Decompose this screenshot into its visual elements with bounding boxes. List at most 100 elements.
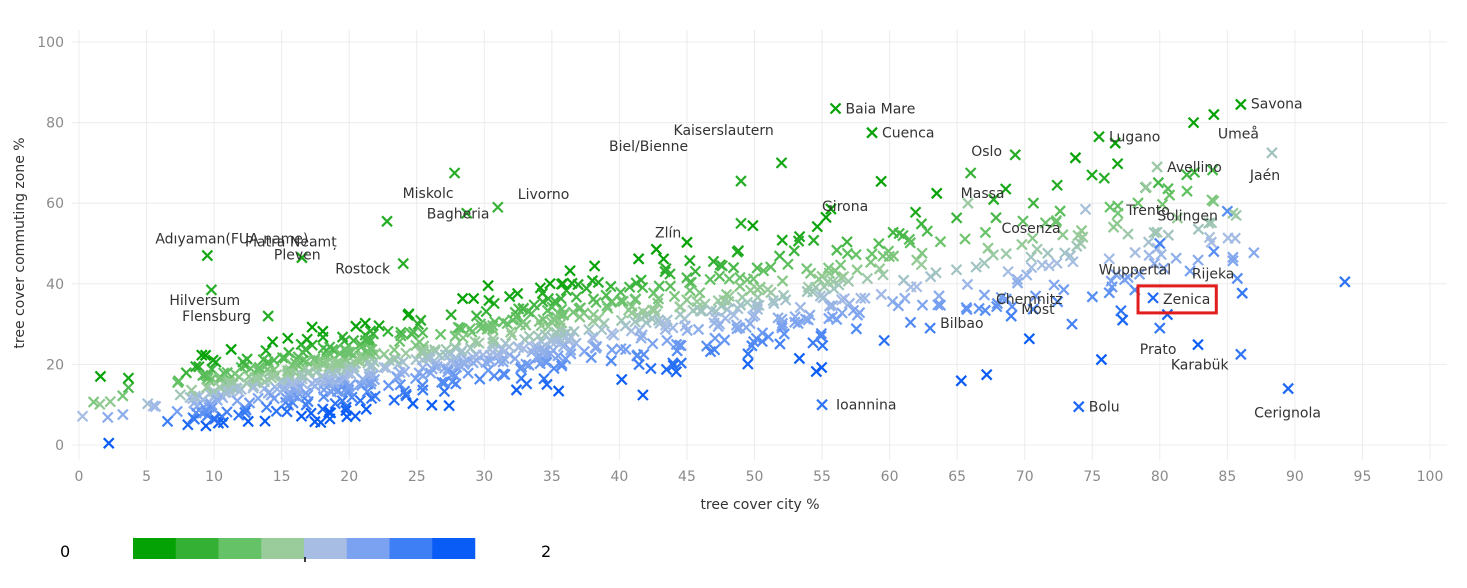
city-point[interactable] (497, 368, 510, 380)
city-point[interactable] (1188, 166, 1201, 179)
city-point[interactable] (667, 359, 680, 372)
city-point[interactable] (990, 211, 1002, 224)
city-point[interactable] (932, 299, 944, 311)
city-point[interactable] (189, 390, 202, 403)
city-point[interactable] (592, 276, 605, 289)
city-point-rijeka[interactable] (1208, 245, 1220, 258)
city-point[interactable] (1011, 273, 1024, 286)
city-point[interactable] (637, 389, 649, 401)
city-point[interactable] (979, 304, 992, 317)
city-point[interactable] (675, 339, 687, 352)
city-point[interactable] (646, 304, 659, 316)
city-point[interactable] (360, 403, 372, 416)
city-point[interactable] (523, 330, 536, 343)
city-point[interactable] (243, 397, 256, 409)
city-point[interactable] (365, 392, 378, 405)
city-point[interactable] (681, 272, 693, 284)
city-point[interactable] (978, 289, 991, 301)
city-point[interactable] (1205, 236, 1218, 248)
city-point[interactable] (1059, 247, 1071, 259)
city-point-cerignola[interactable] (1282, 382, 1294, 395)
city-point[interactable] (449, 330, 462, 342)
city-point[interactable] (605, 296, 617, 308)
city-point[interactable] (700, 340, 713, 352)
city-point[interactable] (637, 305, 649, 318)
city-point[interactable] (826, 299, 839, 312)
city-point[interactable] (1000, 293, 1012, 305)
city-point[interactable] (850, 323, 863, 335)
city-point[interactable] (1132, 197, 1144, 209)
city-point[interactable] (302, 395, 314, 408)
city-point[interactable] (361, 385, 374, 398)
city-point[interactable] (469, 335, 481, 348)
city-point[interactable] (435, 376, 448, 389)
city-point[interactable] (1048, 279, 1060, 291)
city-point[interactable] (734, 280, 746, 292)
city-point[interactable] (1231, 272, 1244, 285)
city-point[interactable] (1029, 290, 1042, 302)
city-point[interactable] (413, 367, 425, 379)
city-point[interactable] (540, 356, 553, 369)
city-point[interactable] (801, 285, 814, 298)
city-point[interactable] (1229, 232, 1241, 245)
city-point[interactable] (853, 306, 866, 319)
city-point[interactable] (767, 294, 779, 307)
city-point[interactable] (416, 326, 429, 339)
city-point[interactable] (1020, 269, 1033, 281)
city-point[interactable] (1171, 212, 1184, 224)
city-point[interactable] (538, 372, 550, 385)
city-point[interactable] (503, 290, 516, 303)
city-point[interactable] (684, 284, 696, 297)
city-point-ioannina[interactable] (816, 398, 828, 411)
city-point[interactable] (950, 263, 963, 276)
city-point[interactable] (909, 206, 922, 219)
city-point[interactable] (1050, 214, 1063, 227)
city-point[interactable] (756, 335, 768, 348)
city-point[interactable] (607, 329, 620, 341)
city-point[interactable] (1110, 268, 1122, 281)
city-point[interactable] (915, 258, 928, 271)
city-point[interactable] (980, 368, 993, 381)
city-point[interactable] (426, 399, 438, 411)
city-point[interactable] (716, 260, 729, 272)
city-point[interactable] (727, 261, 740, 274)
city-point[interactable] (397, 356, 409, 368)
city-point[interactable] (382, 379, 395, 392)
city-point[interactable] (617, 295, 629, 308)
city-point[interactable] (189, 360, 202, 373)
city-point[interactable] (199, 369, 212, 381)
city-point[interactable] (1057, 283, 1070, 296)
city-point[interactable] (1103, 253, 1115, 265)
city-point[interactable] (651, 297, 664, 309)
city-point[interactable] (744, 317, 756, 330)
city-point[interactable] (679, 320, 692, 332)
city-point[interactable] (1206, 164, 1219, 176)
city-point[interactable] (823, 300, 836, 312)
city-point[interactable] (850, 248, 862, 261)
city-point[interactable] (903, 233, 916, 246)
city-point[interactable] (252, 392, 264, 405)
city-point[interactable] (122, 381, 135, 394)
city-point[interactable] (1000, 247, 1012, 260)
city-point[interactable] (323, 376, 335, 388)
city-point[interactable] (345, 368, 357, 380)
city-point[interactable] (445, 308, 457, 321)
city-point[interactable] (242, 415, 254, 428)
city-point[interactable] (961, 278, 974, 291)
city-point[interactable] (820, 211, 832, 224)
city-point[interactable] (707, 255, 720, 268)
city-point[interactable] (934, 299, 947, 311)
city-point[interactable] (804, 309, 816, 321)
city-point[interactable] (572, 278, 584, 291)
city-point[interactable] (1180, 168, 1193, 181)
city-point[interactable] (199, 349, 212, 362)
city-point[interactable] (380, 362, 393, 374)
city-point[interactable] (732, 244, 745, 257)
city-point[interactable] (990, 300, 1003, 313)
city-point[interactable] (782, 258, 794, 271)
city-point[interactable] (1027, 197, 1040, 209)
city-point[interactable] (1181, 185, 1193, 197)
city-point[interactable] (76, 410, 89, 423)
city-point[interactable] (260, 344, 272, 357)
city-point[interactable] (684, 254, 696, 267)
